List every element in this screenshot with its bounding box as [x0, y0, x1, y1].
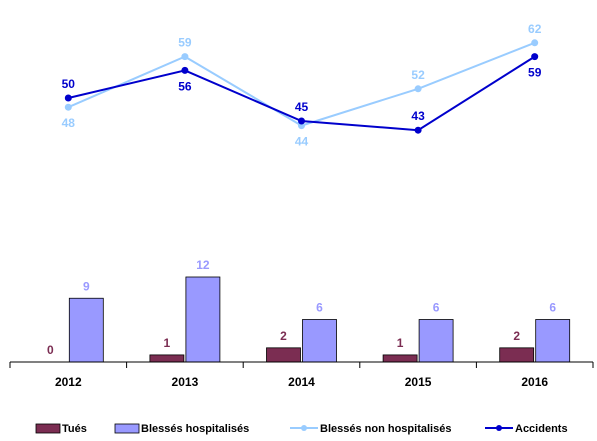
bar-tués-2013 [149, 354, 185, 363]
legend: Tués Blessés hospitalisés Blessés non hosp… [35, 423, 568, 435]
bar-tués-2014 [266, 347, 301, 363]
legend-label: Tués [62, 423, 87, 435]
bar-value-label: 2 [280, 329, 287, 343]
point-accidents-2013 [181, 66, 189, 74]
bar-value-label: 6 [316, 301, 323, 315]
point-value-label: 59 [528, 66, 542, 80]
bar-value-label: 9 [83, 279, 90, 293]
x-tick-label: 2012 [55, 375, 82, 389]
bar-blessés-hospitalisés-2012 [68, 297, 104, 363]
bar-value-label: 1 [397, 336, 404, 350]
bar-tués-2015 [382, 354, 418, 363]
legend-marker [496, 425, 502, 431]
legend-item-blessés-hospitalisés: Blessés hospitalisés [114, 423, 249, 435]
point-value-label: 44 [295, 135, 309, 149]
legend-marker [301, 425, 307, 431]
x-tick-label: 2013 [172, 375, 199, 389]
legend-item-blessés-non-hospitalisés: Blessés non hospitalisés [290, 423, 451, 435]
point-accidents-2014 [298, 117, 305, 125]
bar-blessés-hospitalisés-2016 [535, 319, 571, 363]
point-value-label: 59 [178, 36, 192, 50]
point-value-label: 52 [411, 68, 425, 82]
x-tick-label: 2015 [405, 375, 432, 389]
x-tick-label: 2016 [521, 375, 548, 389]
point-blessés-non-hospitalisés-2012 [64, 103, 72, 111]
legend-label: Accidents [515, 423, 568, 435]
bar-blessés-hospitalisés-2014 [302, 319, 337, 363]
bar-value-label: 0 [47, 343, 54, 357]
legend-item-accidents: Accidents [485, 423, 568, 435]
point-value-label: 56 [178, 79, 192, 93]
line-plot-area: 48 59 44 52 62 50 56 45 43 59 [62, 22, 542, 149]
legend-swatch [35, 423, 61, 434]
bar-tués-2016 [499, 347, 535, 363]
bar-value-label: 1 [164, 336, 171, 350]
x-tick-label: 2014 [288, 375, 315, 389]
point-value-label: 45 [295, 100, 309, 114]
point-accidents-2015 [414, 126, 422, 134]
point-blessés-non-hospitalisés-2015 [414, 85, 422, 93]
legend-label: Blessés non hospitalisés [320, 423, 451, 435]
bar-value-label: 6 [433, 301, 440, 315]
point-value-label: 48 [62, 116, 76, 130]
bar-value-label: 2 [513, 329, 520, 343]
legend-item-tués: Tués [35, 423, 87, 435]
legend-swatch [114, 423, 140, 434]
point-value-label: 50 [62, 77, 76, 91]
point-value-label: 43 [411, 109, 425, 123]
point-accidents-2012 [64, 94, 72, 102]
legend-label: Blessés hospitalisés [141, 423, 249, 435]
x-axis-ticks: 2012 2013 2014 2015 2016 [9, 362, 594, 389]
bar-blessés-hospitalisés-2013 [185, 276, 221, 363]
bar-blessés-hospitalisés-2015 [418, 319, 454, 363]
bar-value-label: 12 [196, 258, 210, 272]
point-blessés-non-hospitalisés-2013 [181, 53, 189, 61]
point-blessés-non-hospitalisés-2016 [531, 39, 539, 47]
point-accidents-2016 [531, 53, 539, 61]
bar-value-label: 6 [549, 301, 556, 315]
point-value-label: 62 [528, 22, 542, 36]
